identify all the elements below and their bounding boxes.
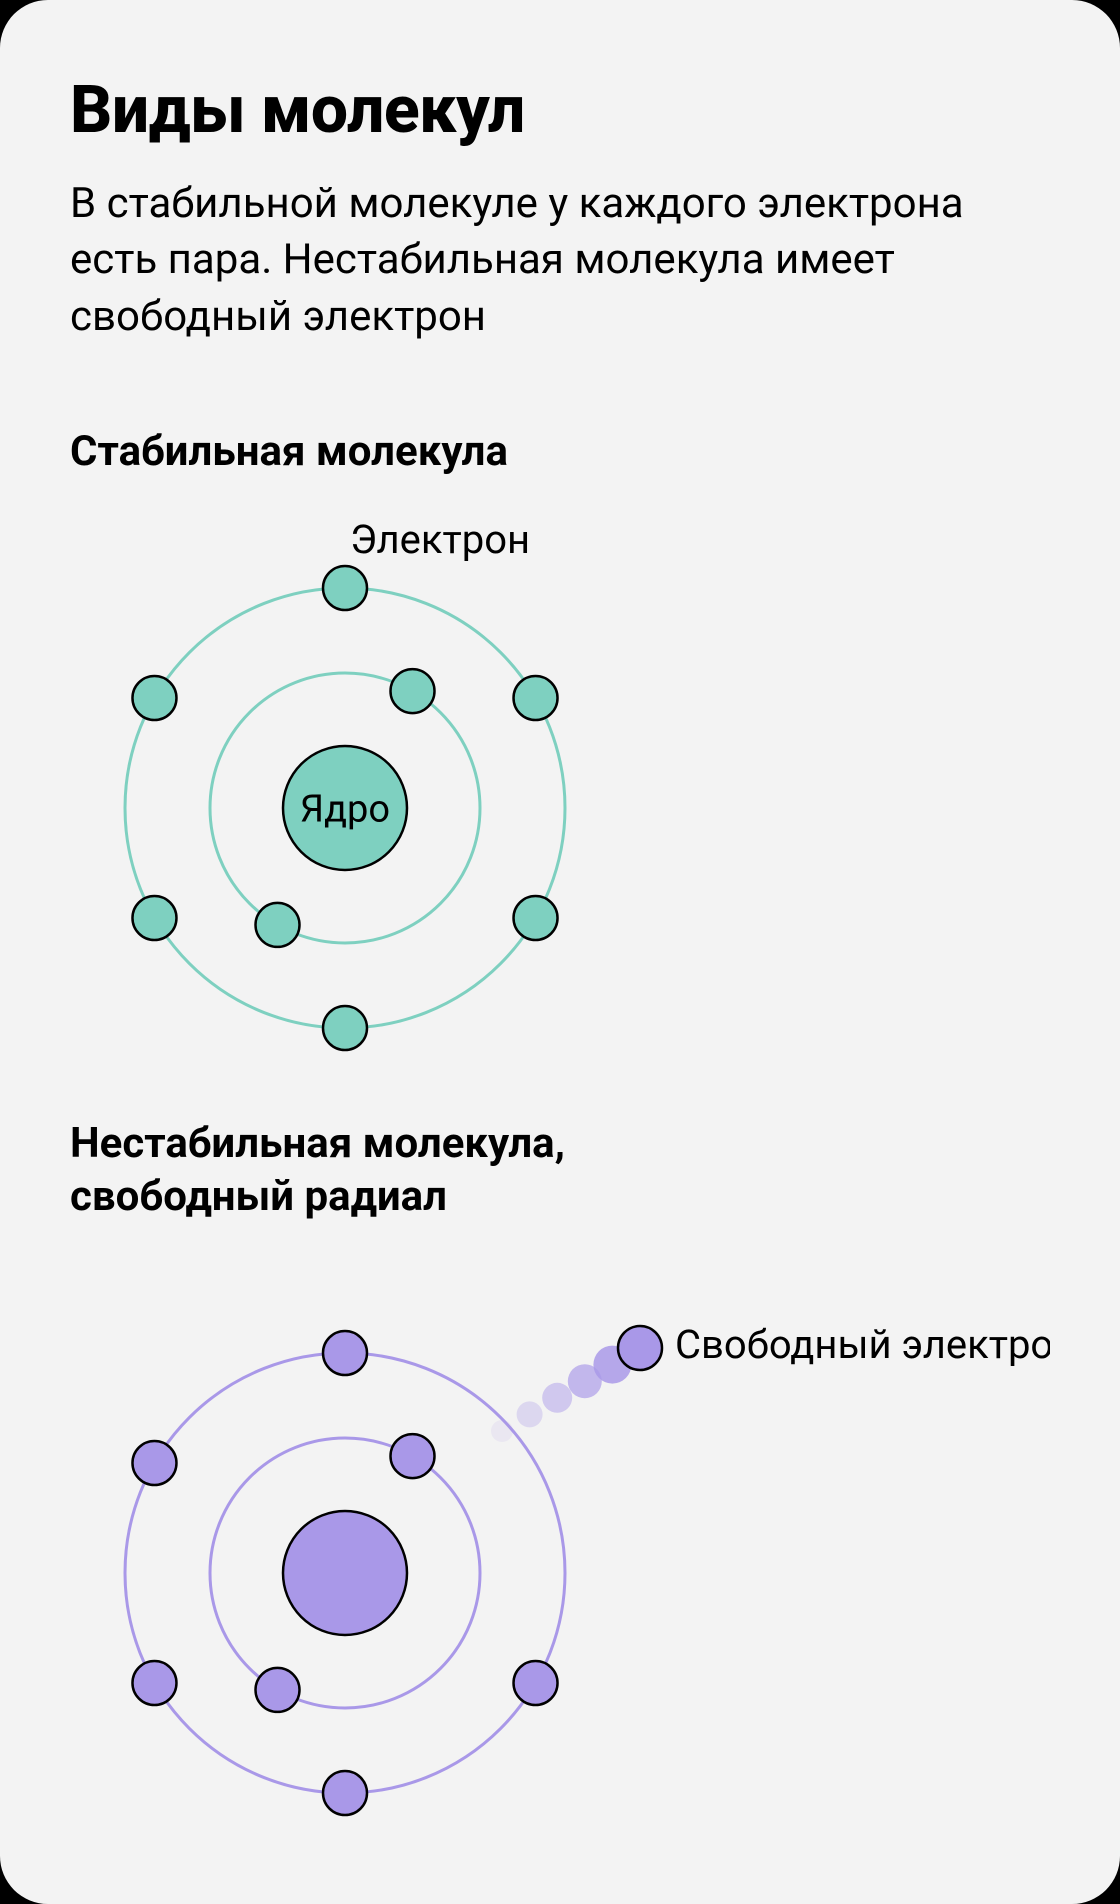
stable-subtitle: Стабильная молекула	[70, 426, 1050, 479]
electron-label: Электрон	[350, 516, 530, 563]
unstable-atom-svg: Свободный электрон	[70, 1243, 1050, 1833]
page-description: В стабильной молекуле у каждого электрон…	[70, 176, 1050, 346]
page-title: Виды молекул	[70, 75, 1050, 148]
unstable-subtitle: Нестабильная молекула,свободный радиал	[70, 1118, 1050, 1223]
stable-diagram: Ядро Электрон	[70, 498, 1050, 1058]
stable-atom-svg: Ядро Электрон	[70, 498, 1050, 1058]
free-electron-label: Свободный электрон	[675, 1321, 1050, 1368]
nucleus-label: Ядро	[300, 787, 390, 831]
infographic-card: Виды молекул В стабильной молекуле у каж…	[0, 0, 1120, 1904]
unstable-diagram: Свободный электрон	[70, 1243, 1050, 1833]
